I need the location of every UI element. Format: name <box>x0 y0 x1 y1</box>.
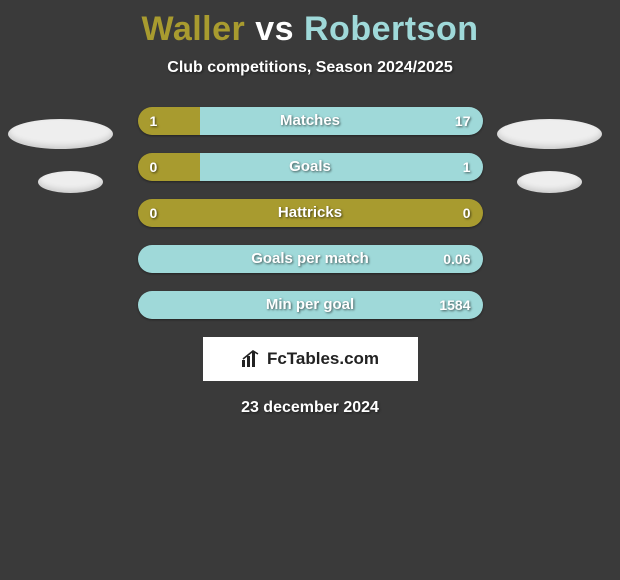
stat-value-right: 0.06 <box>443 245 470 273</box>
stat-label: Hattricks <box>138 199 483 227</box>
stat-label: Matches <box>138 107 483 135</box>
stat-label: Goals per match <box>138 245 483 273</box>
player2-badge-small <box>517 171 582 193</box>
stat-value-right: 1 <box>463 153 471 181</box>
stat-row: Goals0 1 <box>138 153 483 181</box>
fctables-logo: FcTables.com <box>203 337 418 381</box>
player2-badge-large <box>497 119 602 149</box>
title-vs: vs <box>245 10 304 48</box>
comparison-stage: Matches117Goals01Hattricks00Goals per ma… <box>0 107 620 417</box>
player1-badge-large <box>8 119 113 149</box>
stat-value-right: 0 <box>463 199 471 227</box>
stat-row: Goals per match0.06 <box>138 245 483 273</box>
title-player1: Waller <box>142 10 246 48</box>
stat-label: Goals <box>138 153 483 181</box>
chart-icon <box>241 350 261 368</box>
stat-value-left: 0 <box>150 153 158 181</box>
date-text: 23 december 2024 <box>0 399 620 417</box>
stat-value-left: 0 <box>150 199 158 227</box>
stat-rows: Matches117Goals01Hattricks00Goals per ma… <box>138 107 483 319</box>
stat-value-right: 1584 <box>439 291 470 319</box>
stat-row: Hattricks0 0 <box>138 199 483 227</box>
stat-row: Min per goal1584 <box>138 291 483 319</box>
player1-badge-small <box>38 171 103 193</box>
stat-row: Matches1 17 <box>138 107 483 135</box>
subtitle: Club competitions, Season 2024/2025 <box>0 59 620 77</box>
title-player2: Robertson <box>304 10 479 48</box>
stat-label: Min per goal <box>138 291 483 319</box>
stat-value-right: 17 <box>455 107 471 135</box>
logo-text: FcTables.com <box>267 349 379 369</box>
stat-value-left: 1 <box>150 107 158 135</box>
page-title: Waller vs Robertson <box>0 0 620 49</box>
